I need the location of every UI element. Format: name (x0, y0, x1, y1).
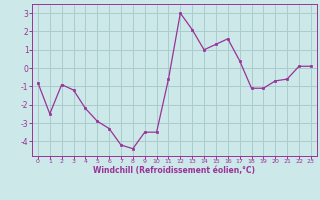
X-axis label: Windchill (Refroidissement éolien,°C): Windchill (Refroidissement éolien,°C) (93, 166, 255, 175)
